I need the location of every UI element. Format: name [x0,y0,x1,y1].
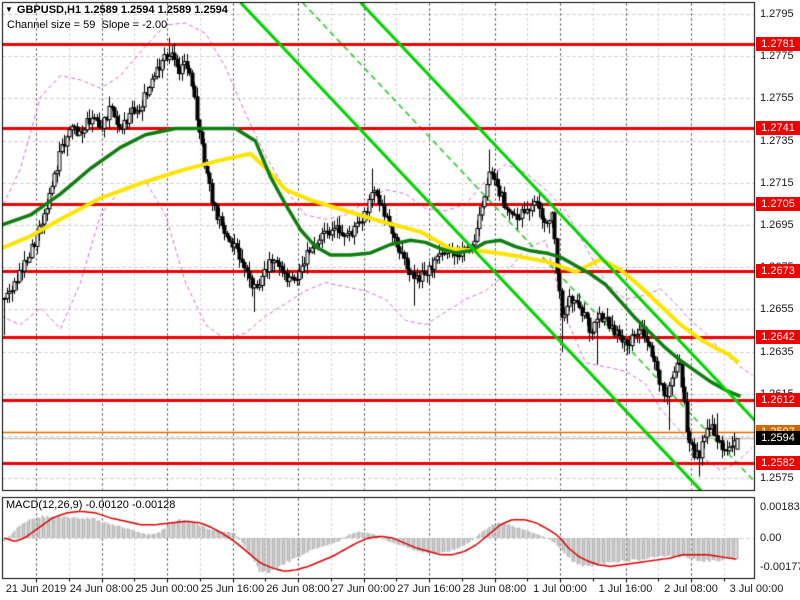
ohlc-quote: 1.2589 1.2594 1.2589 1.2594 [84,4,228,16]
macd-indicator-label: MACD(12,26,9) -0.00120 -0.00128 [6,499,176,511]
price-level-badge-red: 1.2673 [756,264,800,279]
macd-main-value: -0.00120 [85,499,129,511]
time-axis-label: 25 Jun 00:00 [135,583,199,595]
price-level-badge-red: 1.2642 [756,329,800,344]
time-axis-label: 3 Jul 00:00 [729,583,784,595]
price-level-badge-red: 1.2781 [756,36,800,51]
time-axis-label: 1 Jul 16:00 [598,583,653,595]
symbol-label: GBPUSD,H1 [16,4,82,16]
price-axis-label: 1.2755 [760,92,794,105]
price-axis-label: 1.2695 [760,219,794,231]
price-level-badge-red: 1.2705 [756,196,800,211]
macd-axis-label: 0.00183 [760,500,800,513]
price-level-badge-red: 1.2612 [756,393,800,408]
symbol-collapse-icon[interactable]: ▼ [5,5,13,14]
macd-axis-label: -0.00177 [760,561,800,574]
price-level-badge-black: 1.2594 [756,431,800,446]
time-axis-label: 2 Jul 08:00 [664,583,718,595]
price-axis-label: 1.2775 [760,50,794,63]
time-axis-label: 21 Jun 2019 [5,583,67,595]
macd-signal-value: -0.00128 [131,499,176,511]
time-axis-label: 27 Jun 16:00 [397,583,461,595]
price-axis-label: 1.2715 [760,176,794,189]
price-axis-label: 1.2655 [760,303,794,316]
price-axis-label: 1.2635 [760,345,794,358]
time-axis-label: 24 Jun 08:00 [69,583,134,595]
price-level-badge-red: 1.2741 [756,120,800,135]
time-axis-label: 28 Jun 08:00 [462,583,527,595]
time-axis-label: 1 Jul 00:00 [533,583,587,595]
price-axis-label: 1.2575 [760,472,794,485]
price-axis-label: 1.2735 [760,134,794,147]
price-level-badge-red: 1.2582 [756,456,800,471]
time-axis-label: 25 Jun 16:00 [200,583,265,595]
chart-title: ▼ GBPUSD,H1 1.2589 1.2594 1.2589 1.2594 [5,4,228,16]
macd-axis-label: 0.00 [760,531,782,544]
time-axis-label: 27 Jun 00:00 [331,583,396,595]
channel-info: Channel size = 59 Slope = -2.00 [7,19,168,31]
price-axis-label: 1.2795 [760,8,794,20]
time-axis-label: 26 Jun 08:00 [266,583,330,595]
